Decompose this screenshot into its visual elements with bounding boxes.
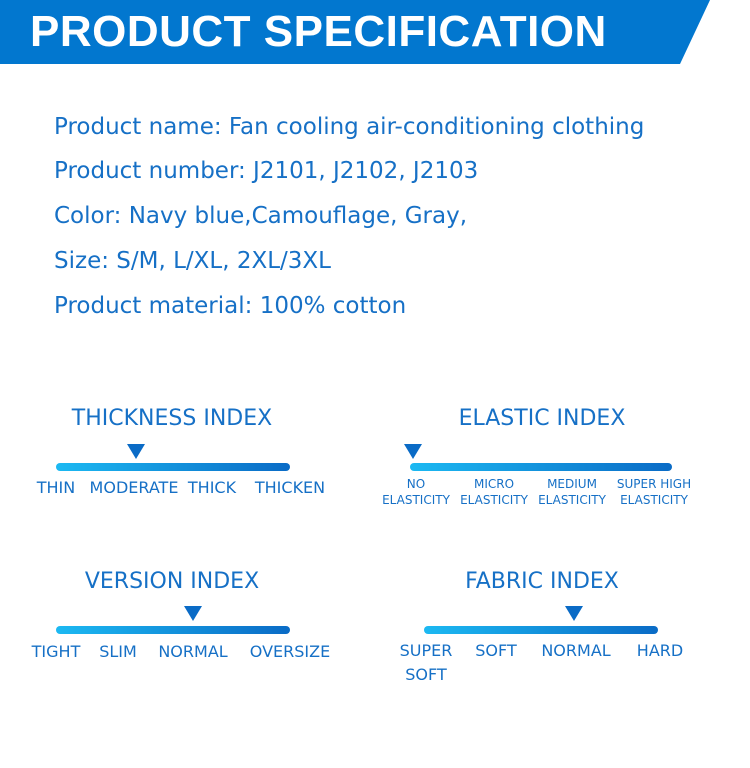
fabric-scale-bar [424, 626, 658, 634]
thickness-label: MODERATE [89, 478, 179, 497]
thickness-scale-bar [56, 463, 290, 471]
version-label: NORMAL [158, 642, 228, 661]
spec-product-number: Product number: J2101, J2102, J2103 [54, 158, 479, 184]
elastic-label: NO ELASTICITY [382, 476, 450, 508]
label-line: ELASTICITY [538, 493, 606, 507]
elastic-label: MICRO ELASTICITY [460, 476, 528, 508]
spec-color: Color: Navy blue,Camouflage, Gray, [54, 203, 468, 229]
header-banner [0, 0, 710, 64]
spec-product-name: Product name: Fan cooling air-conditioni… [54, 114, 645, 140]
fabric-label: HARD [636, 641, 684, 660]
thickness-marker-icon [127, 444, 145, 459]
elastic-marker-icon [404, 444, 422, 459]
spec-size: Size: S/M, L/XL, 2XL/3XL [54, 248, 331, 274]
fabric-label: SUPER SOFT [400, 639, 453, 687]
label-line: ELASTICITY [382, 493, 450, 507]
label-line: SUPER [399, 641, 453, 660]
label-line: ELASTICITY [620, 493, 688, 507]
page-title: PRODUCT SPECIFICATION [30, 7, 607, 56]
version-marker-icon [184, 606, 202, 621]
version-scale-bar [56, 626, 290, 634]
thickness-index-title: THICKNESS INDEX [71, 406, 273, 431]
elastic-index-title: ELASTIC INDEX [458, 406, 626, 431]
elastic-scale-bar [410, 463, 672, 471]
label-line: MICRO [473, 477, 515, 491]
version-label: OVERSIZE [249, 642, 331, 661]
version-index-title: VERSION INDEX [84, 569, 260, 594]
fabric-label: SOFT [475, 641, 517, 660]
label-line: MEDIUM [547, 477, 597, 491]
thickness-label: THICK [187, 478, 237, 497]
version-label: TIGHT [31, 642, 81, 661]
fabric-label: NORMAL [541, 641, 611, 660]
version-label: SLIM [99, 642, 137, 661]
elastic-label: SUPER HIGH ELASTICITY [617, 476, 691, 508]
thickness-label: THICKEN [254, 478, 326, 497]
label-line: SOFT [405, 665, 447, 684]
spec-material: Product material: 100% cotton [54, 293, 407, 319]
fabric-index-title: FABRIC INDEX [465, 569, 619, 594]
label-line: SUPER HIGH [616, 477, 692, 491]
label-line: NO [406, 477, 426, 491]
elastic-label: MEDIUM ELASTICITY [538, 476, 606, 508]
thickness-label: THIN [36, 478, 76, 497]
label-line: ELASTICITY [460, 493, 528, 507]
fabric-marker-icon [565, 606, 583, 621]
